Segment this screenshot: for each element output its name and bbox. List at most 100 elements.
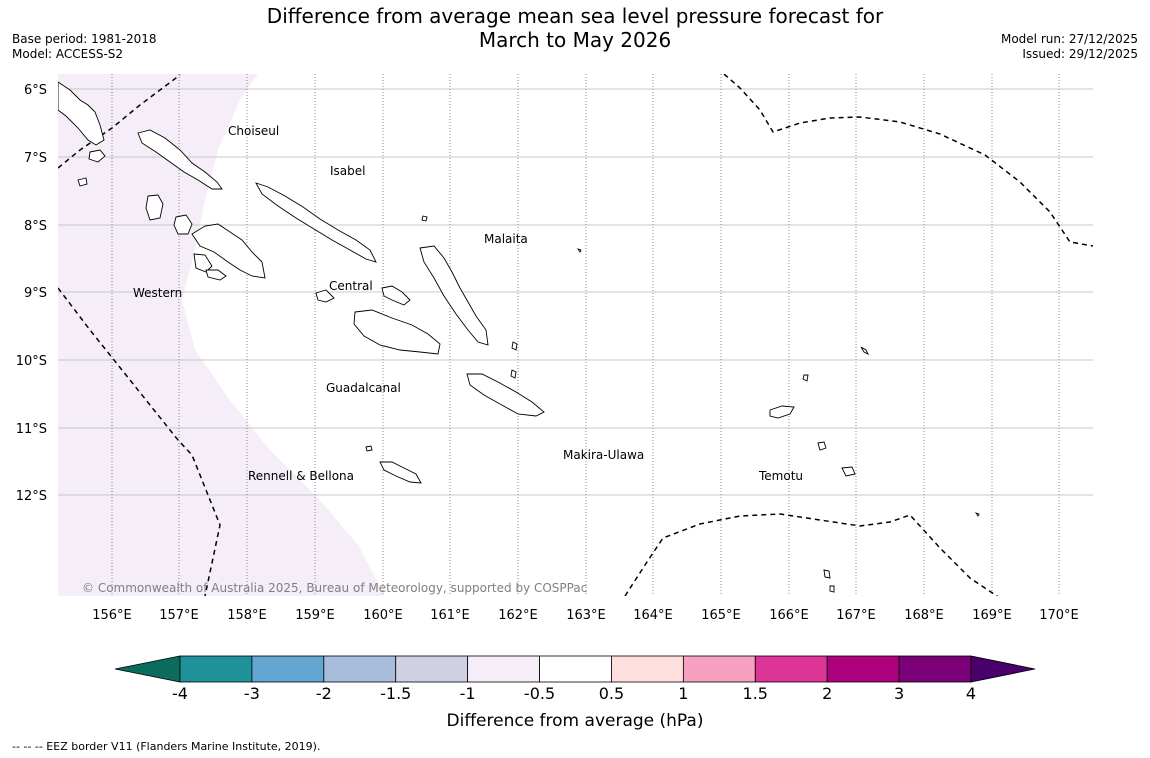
island-new-georgia — [191, 223, 266, 279]
island-vella-lavella — [145, 194, 164, 221]
shaded-anomaly-region — [58, 74, 385, 596]
colorbar-segment — [754, 655, 828, 683]
chart-title: Difference from average mean sea level p… — [0, 4, 1150, 52]
lat-gridlines — [58, 88, 1093, 496]
colorbar-tick: -2 — [316, 684, 332, 703]
colorbar-tick: 1 — [678, 684, 688, 703]
lon-tick: 167°E — [836, 608, 876, 623]
lon-tick: 157°E — [159, 608, 199, 623]
island-bellona — [365, 445, 373, 452]
lon-tick: 156°E — [92, 608, 132, 623]
colorbar-tick: 2 — [822, 684, 832, 703]
island-small-malaita — [511, 341, 518, 351]
lon-tick: 161°E — [430, 608, 470, 623]
label-central: Central — [329, 279, 373, 293]
lon-tick: 163°E — [566, 608, 606, 623]
colorbar-segment — [179, 655, 253, 683]
island-russell — [315, 289, 335, 303]
island-reef-is — [802, 374, 809, 382]
colorbar-segment — [251, 655, 325, 683]
title-line-2: March to May 2026 — [478, 28, 672, 52]
label-makira-ulawa: Makira-Ulawa — [563, 448, 644, 462]
meta-right: Model run: 27/12/2025 Issued: 29/12/2025 — [1001, 32, 1138, 62]
island-anuta — [829, 585, 835, 593]
colorbar-arrow-left — [114, 655, 181, 683]
colorbar-segment — [826, 655, 900, 683]
title-line-1: Difference from average mean sea level p… — [266, 4, 884, 28]
lat-tick: 12°S — [16, 489, 47, 504]
colorbar-arrow-right — [970, 655, 1036, 683]
colorbar-tick: -3 — [244, 684, 260, 703]
model-name: Model: ACCESS-S2 — [12, 47, 124, 61]
colorbar-segments — [179, 655, 972, 683]
base-period: Base period: 1981-2018 — [12, 32, 157, 46]
colorbar-tick: -4 — [172, 684, 188, 703]
island-bougainville — [58, 81, 105, 146]
lon-tick: 162°E — [498, 608, 538, 623]
footnote: -- -- -- EEZ border V11 (Flanders Marine… — [12, 740, 321, 753]
lon-tick: 159°E — [295, 608, 335, 623]
island-tetepare — [205, 269, 227, 281]
label-choiseul: Choiseul — [228, 124, 279, 138]
colorbar-tick: 4 — [966, 684, 976, 703]
island-utupua — [817, 441, 827, 451]
colorbar-segment — [611, 655, 684, 683]
colorbar-tick: 1.5 — [743, 684, 768, 703]
colorbar-segment — [539, 655, 612, 683]
colorbar-segment — [467, 655, 540, 683]
lon-tick: 168°E — [904, 608, 944, 623]
island-malaita — [419, 245, 489, 346]
colorbar-tick: -0.5 — [524, 684, 555, 703]
lon-tick: 170°E — [1039, 608, 1079, 623]
colorbar-segment — [682, 655, 756, 683]
lon-tick-labels: 156°E 157°E 158°E 159°E 160°E 161°E 162°… — [92, 608, 1079, 623]
colorbar-tick: 3 — [894, 684, 904, 703]
colorbar-label: Difference from average (hPa) — [447, 711, 704, 731]
island-small-east — [974, 512, 980, 517]
island-rendova — [193, 253, 213, 273]
lat-tick: 10°S — [16, 354, 47, 369]
island-ulawa — [510, 369, 517, 379]
colorbar-tick: 0.5 — [599, 684, 624, 703]
island-duff — [860, 346, 870, 356]
island-santa-isabel — [255, 182, 377, 263]
island-nendo — [769, 405, 795, 419]
island-tikopia — [823, 569, 831, 579]
colorbar-tick: -1 — [460, 684, 476, 703]
label-isabel: Isabel — [330, 164, 365, 178]
lon-tick: 166°E — [769, 608, 809, 623]
island-nggela — [381, 285, 411, 306]
label-temotu: Temotu — [758, 469, 803, 483]
island-rennell — [379, 461, 422, 484]
island-small-west — [77, 177, 88, 187]
issued-date: Issued: 29/12/2025 — [1022, 47, 1138, 61]
lat-tick: 11°S — [16, 422, 47, 437]
colorbar-segment — [395, 655, 469, 683]
colorbar-segment — [323, 655, 397, 683]
colorbar-segment — [898, 655, 972, 683]
island-ontong-islet — [576, 248, 582, 253]
province-labels: Choiseul Isabel Malaita Central Western … — [133, 124, 803, 483]
label-guadalcanal: Guadalcanal — [326, 381, 401, 395]
label-rennell-bellona: Rennell & Bellona — [248, 469, 354, 483]
model-run: Model run: 27/12/2025 — [1000, 32, 1138, 46]
island-kolombangara — [173, 214, 193, 235]
lon-tick: 169°E — [972, 608, 1012, 623]
copyright-notice: © Commonwealth of Australia 2025, Bureau… — [82, 581, 587, 595]
map-area: Choiseul Isabel Malaita Central Western … — [58, 74, 1093, 596]
label-western: Western — [133, 286, 182, 300]
lat-tick: 9°S — [24, 286, 47, 301]
lat-tick: 7°S — [24, 151, 47, 166]
colorbar-tick-labels: -4 -3 -2 -1.5 -1 -0.5 0.5 1 1.5 2 3 4 — [172, 684, 976, 703]
meta-left: Base period: 1981-2018 Model: ACCESS-S2 — [12, 32, 157, 62]
lat-tick-labels: 6°S 7°S 8°S 9°S 10°S 11°S 12°S — [16, 83, 47, 504]
island-choiseul — [137, 129, 223, 190]
lat-tick: 8°S — [24, 219, 47, 234]
lon-tick: 165°E — [701, 608, 741, 623]
lon-tick: 158°E — [227, 608, 267, 623]
lon-tick: 164°E — [633, 608, 673, 623]
eez-borders — [58, 74, 1093, 596]
island-guadalcanal — [353, 309, 441, 355]
lon-tick: 160°E — [363, 608, 403, 623]
